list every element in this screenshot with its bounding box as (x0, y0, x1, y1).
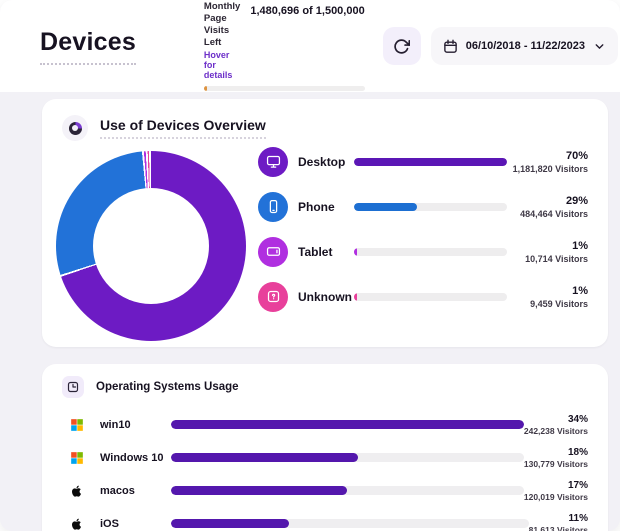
device-bar-track (354, 202, 507, 211)
device-bar-fill (354, 202, 417, 211)
device-percent: 70% (565, 149, 588, 162)
refresh-icon (393, 38, 411, 55)
os-label: macos (100, 484, 135, 497)
device-bar-fill (354, 157, 507, 166)
device-label: Unknown (298, 289, 352, 304)
device-bar-fill (354, 292, 358, 301)
os-label: Windows 10 (100, 451, 164, 464)
monthly-visits-widget: Monthly Page Visits Left Hover for detai… (203, 1, 365, 91)
os-percent: 11% (568, 512, 588, 524)
os-label: win10 (100, 418, 131, 431)
phone-icon (258, 191, 288, 222)
os-bar-track (170, 486, 524, 495)
devices-card-title: Use of Devices Overview (100, 117, 266, 139)
device-bar-fill (354, 247, 358, 256)
device-row-tablet: Tablet 1% 10,714 Visitors (258, 229, 588, 274)
device-label: Desktop (298, 154, 346, 169)
device-bar-track (354, 157, 507, 166)
os-bar-fill (171, 519, 290, 528)
unknown-device-icon (258, 281, 288, 312)
os-bar-fill (170, 420, 524, 429)
os-visitors: 130,779 Visitors (523, 458, 588, 469)
os-label: iOS (100, 517, 119, 530)
device-legend: Desktop 70% 1,181,820 Visitors Phone (258, 139, 588, 319)
os-card-title: Operating Systems Usage (96, 381, 239, 393)
device-row-desktop: Desktop 70% 1,181,820 Visitors (258, 139, 588, 184)
os-visitors: 242,238 Visitors (523, 425, 588, 436)
os-row-ios: iOS 11% 81,613 Visitors (62, 507, 588, 531)
date-range-picker[interactable]: 06/10/2018 - 11/22/2023 (430, 27, 618, 65)
device-visitors: 9,459 Visitors (530, 298, 588, 309)
windows-icon (68, 449, 86, 467)
calendar-icon (443, 39, 458, 54)
device-label: Phone (298, 199, 335, 214)
os-row-win10: win10 34% 242,238 Visitors (62, 408, 588, 441)
device-row-unknown: Unknown 1% 9,459 Visitors (258, 274, 588, 319)
device-visitors: 10,714 Visitors (525, 253, 588, 264)
os-percent: 34% (567, 413, 588, 425)
os-visitors: 120,019 Visitors (523, 491, 588, 502)
device-visitors: 1,181,820 Visitors (512, 163, 588, 174)
visits-value: 1,480,696 of 1,500,000 (250, 5, 365, 18)
os-percent: 17% (567, 479, 588, 491)
os-usage-card: Operating Systems Usage win10 34% 242,23… (42, 364, 608, 531)
visits-progress-fill (203, 85, 208, 91)
apple-icon (68, 515, 86, 531)
os-visitors: 81,613 Visitors (528, 524, 588, 531)
pie-report-icon (62, 376, 84, 398)
visits-hover-hint[interactable]: Hover for details (203, 49, 233, 80)
os-bar-fill (170, 486, 348, 495)
device-bar-track (354, 292, 507, 301)
devices-overview-card: Use of Devices Overview Desktop 70% 1,18… (42, 99, 608, 347)
device-row-phone: Phone 29% 484,464 Visitors (258, 184, 588, 229)
device-percent: 1% (572, 284, 588, 297)
os-bar-track (170, 420, 524, 429)
os-percent: 18% (567, 446, 588, 458)
os-row-macos: macos 17% 120,019 Visitors (62, 474, 588, 507)
devices-donut-chart (56, 151, 246, 341)
desktop-icon (258, 146, 288, 177)
os-bar-track (170, 453, 524, 462)
donut-chart-icon (62, 115, 88, 141)
visits-progress-track (203, 85, 365, 91)
page-title: Devices (40, 28, 136, 65)
device-label: Tablet (298, 244, 333, 259)
device-percent: 29% (565, 194, 588, 207)
tablet-icon (258, 236, 288, 267)
page-header: Devices Monthly Page Visits Left Hover f… (0, 0, 620, 92)
os-list: win10 34% 242,238 Visitors Windows 10 (62, 408, 588, 531)
date-range-value: 06/10/2018 - 11/22/2023 (465, 40, 585, 52)
device-percent: 1% (572, 239, 588, 252)
device-visitors: 484,464 Visitors (520, 208, 588, 219)
chevron-down-icon (593, 40, 606, 53)
os-bar-track (171, 519, 529, 528)
device-bar-track (354, 247, 507, 256)
apple-icon (68, 482, 86, 500)
os-row-windows10: Windows 10 18% 130,779 Visitors (62, 441, 588, 474)
windows-icon (68, 416, 86, 434)
os-bar-fill (170, 453, 358, 462)
visits-label: Monthly Page Visits Left (203, 1, 241, 48)
refresh-button[interactable] (382, 27, 421, 65)
